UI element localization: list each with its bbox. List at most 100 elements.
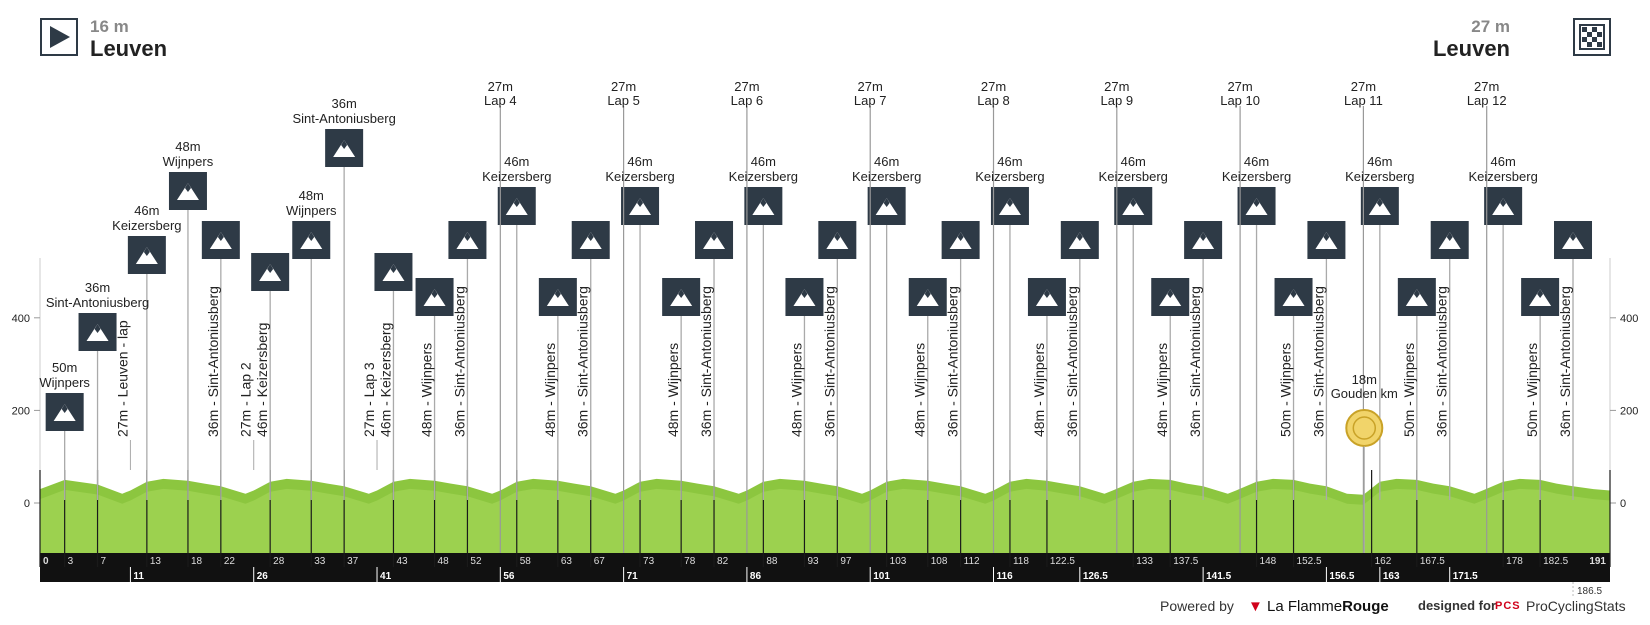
km-label: 112 <box>964 556 980 567</box>
lap-label: Lap 10 <box>1220 93 1260 108</box>
climb-name: Keizersberg <box>112 218 181 233</box>
lap-label: Lap 12 <box>1467 93 1507 108</box>
mountain-snowcap <box>94 324 101 333</box>
vertical-climb-label: 36m - Sint-Antoniusberg <box>1434 286 1450 437</box>
mountain-icon <box>168 172 207 210</box>
km-label: 63 <box>561 556 573 567</box>
vertical-climb-label: 36m - Sint-Antoniusberg <box>1310 286 1326 437</box>
climb-altitude: 46m <box>1490 154 1515 169</box>
lap-label: Lap 4 <box>484 93 517 108</box>
climb-altitude: 46m <box>874 154 899 169</box>
climb-altitude: 50m <box>52 360 77 375</box>
vertical-climb-label: 48m - Wijnpers <box>788 343 804 437</box>
lap-label: Lap 9 <box>1101 93 1134 108</box>
lap-altitude: 27m <box>488 79 513 94</box>
vertical-climb-label: 36m - Sint-Antoniusberg <box>1187 286 1203 437</box>
lap-label: Lap 11 <box>1344 93 1383 108</box>
lap-label: Lap 6 <box>731 93 764 108</box>
lap-altitude: 27m <box>1104 79 1129 94</box>
mountain-icon <box>785 278 824 316</box>
km-label: 148 <box>1260 556 1277 567</box>
vertical-climb-label: 36m - Sint-Antoniusberg <box>205 286 221 437</box>
climb-altitude: 48m <box>175 139 200 154</box>
km-label: 13 <box>150 556 162 567</box>
mountain-snowcap <box>1376 198 1383 207</box>
km-label: 133 <box>1136 556 1153 567</box>
km-label: 191 <box>1589 556 1606 567</box>
mountain-icon <box>941 221 980 259</box>
mountain-snowcap <box>1290 289 1297 298</box>
km-label: 73 <box>643 556 655 567</box>
lap-altitude: 27m <box>1474 79 1499 94</box>
km-label: 58 <box>520 556 532 567</box>
mountain-icon <box>1027 278 1066 316</box>
km-label: 18 <box>191 556 203 567</box>
mountain-snowcap <box>1006 198 1013 207</box>
mountain-icon <box>990 187 1029 225</box>
km-label: 37 <box>347 556 359 567</box>
powered-by-text: Powered by <box>1160 598 1234 614</box>
mountain-snowcap <box>1323 232 1330 241</box>
vertical-climb-label: 50m - Wijnpers <box>1524 343 1540 437</box>
y-tick-label-right: 200 <box>1620 405 1638 417</box>
mountain-icon <box>1397 278 1436 316</box>
mountain-icon <box>1237 187 1276 225</box>
mountain-icon <box>415 278 454 316</box>
mountain-icon <box>1307 221 1346 259</box>
km-label: 7 <box>101 556 107 567</box>
flame-icon: ▼ <box>1248 598 1263 615</box>
mountain-snowcap <box>143 247 150 256</box>
vertical-climb-label: 36m - Sint-Antoniusberg <box>1557 286 1573 437</box>
lap-altitude: 27m <box>858 79 883 94</box>
procyclingstats-text: ProCyclingStats <box>1526 598 1626 614</box>
mountain-icon <box>908 278 947 316</box>
km-label: 118 <box>1013 556 1029 567</box>
gouden-km-medal-ring <box>1352 416 1377 440</box>
mountain-snowcap <box>711 232 718 241</box>
vertical-climb-label: 36m - Sint-Antoniusberg <box>821 286 837 437</box>
special-name: Gouden km <box>1331 386 1398 401</box>
vertical-climb-label: 36m - Sint-Antoniusberg <box>575 286 591 437</box>
finish-town: Leuven <box>1432 36 1510 61</box>
mountain-snowcap <box>1076 232 1083 241</box>
km-label: 171.5 <box>1453 571 1478 582</box>
start-location: 16 m Leuven <box>90 18 167 62</box>
mountain-snowcap <box>513 198 520 207</box>
pcs-logo: PCS <box>1495 600 1521 612</box>
mountain-icon <box>78 313 117 351</box>
km-label: 22 <box>224 556 236 567</box>
vertical-climb-label: 46m - Keizersberg <box>377 323 393 437</box>
km-label: 28 <box>273 556 285 567</box>
vertical-climb-label: 48m - Wijnpers <box>419 343 435 437</box>
climb-name: Wijnpers <box>39 375 90 390</box>
mountain-snowcap <box>464 232 471 241</box>
mountain-snowcap <box>678 289 685 298</box>
mountain-icon <box>1060 221 1099 259</box>
mountain-snowcap <box>801 289 808 298</box>
mountain-icon <box>621 187 660 225</box>
km-label: 78 <box>684 556 696 567</box>
vertical-climb-label: 46m - Keizersberg <box>254 323 270 437</box>
climb-altitude: 46m <box>134 203 159 218</box>
mountain-icon <box>1554 221 1593 259</box>
checkered-flag-icon <box>1579 24 1605 50</box>
finish-altitude: 27 m <box>1471 17 1510 36</box>
y-tick-label-left: 200 <box>12 405 30 417</box>
mountain-snowcap <box>1253 198 1260 207</box>
finish-flag-icon <box>1573 18 1611 56</box>
lap-altitude: 27m <box>1227 79 1252 94</box>
km-label: 167.5 <box>1420 556 1445 567</box>
climb-altitude: 46m <box>1367 154 1392 169</box>
mountain-snowcap <box>267 264 274 273</box>
mountain-snowcap <box>390 264 397 273</box>
km-label: 182.5 <box>1543 556 1568 567</box>
km-label: 162 <box>1375 556 1392 567</box>
lap-altitude: 27m <box>1351 79 1376 94</box>
km-label: 56 <box>503 571 515 582</box>
lfr-text-a: La Flamme <box>1267 598 1343 615</box>
mountain-icon <box>695 221 734 259</box>
climb-altitude: 46m <box>1244 154 1269 169</box>
km-label: 101 <box>873 571 890 582</box>
climb-name: Keizersberg <box>975 169 1044 184</box>
